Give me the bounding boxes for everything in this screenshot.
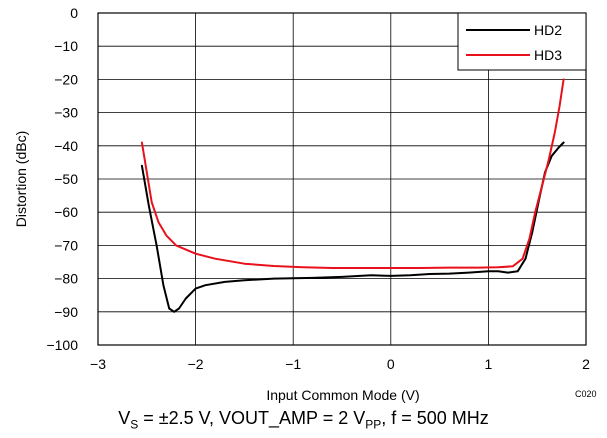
plot-frame (97, 12, 587, 346)
legend: HD2 HD3 (457, 12, 587, 71)
x-axis-label: Input Common Mode (V) (266, 387, 419, 403)
corner-code: C020 (575, 389, 597, 399)
y-tick-label: 0 (70, 5, 78, 21)
y-tick-label: −90 (54, 304, 78, 320)
chart-caption: VS = ±2.5 V, VOUT_AMP = 2 VPP, f = 500 M… (0, 408, 607, 432)
caption-vpp-subscript: PP (365, 417, 382, 432)
y-tick-label: −50 (54, 171, 78, 187)
caption-end: , f = 500 MHz (381, 408, 489, 428)
y-tick-label: −40 (54, 138, 78, 154)
series-line-hd3 (140, 78, 565, 269)
caption-middle: = ±2.5 V, VOUT_AMP = 2 V (138, 408, 366, 428)
x-tick-label: 2 (582, 356, 590, 372)
y-tick-label: −30 (54, 105, 78, 121)
y-tick-label: −100 (46, 337, 78, 353)
caption-vs: V (118, 408, 131, 428)
x-tick-label: −3 (90, 356, 106, 372)
x-tick-label: −1 (285, 356, 301, 372)
y-tick-label: −70 (54, 237, 78, 253)
y-tick-label: −80 (54, 271, 78, 287)
x-tick-label: −2 (188, 356, 204, 372)
legend-label-hd3: HD3 (534, 47, 562, 63)
legend-label-hd2: HD2 (534, 22, 562, 38)
y-tick-label: −60 (54, 204, 78, 220)
y-axis-ticks: 0 −10 −20 −30 −40 −50 −60 −70 −80 −90 −100 (46, 5, 78, 353)
legend-box (457, 12, 587, 71)
x-axis-ticks: −3 −2 −1 0 1 2 (90, 356, 590, 372)
y-axis-label: Distortion (dBc) (13, 131, 29, 227)
y-tick-label: −10 (54, 38, 78, 54)
distortion-chart: −3 −2 −1 0 1 2 0−10−20−30−40−50−60−70−80−90−1… (13, 5, 597, 403)
series-layer (140, 78, 565, 313)
series-line-hd2 (140, 141, 565, 313)
x-tick-label: 1 (485, 356, 493, 372)
caption-vs-subscript: S (130, 417, 139, 432)
x-tick-label: 0 (387, 356, 395, 372)
y-tick-label: −20 (54, 71, 78, 87)
